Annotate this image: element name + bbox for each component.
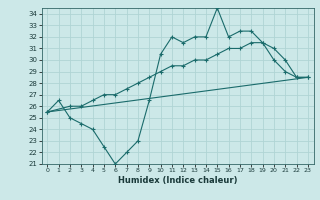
X-axis label: Humidex (Indice chaleur): Humidex (Indice chaleur) bbox=[118, 176, 237, 185]
